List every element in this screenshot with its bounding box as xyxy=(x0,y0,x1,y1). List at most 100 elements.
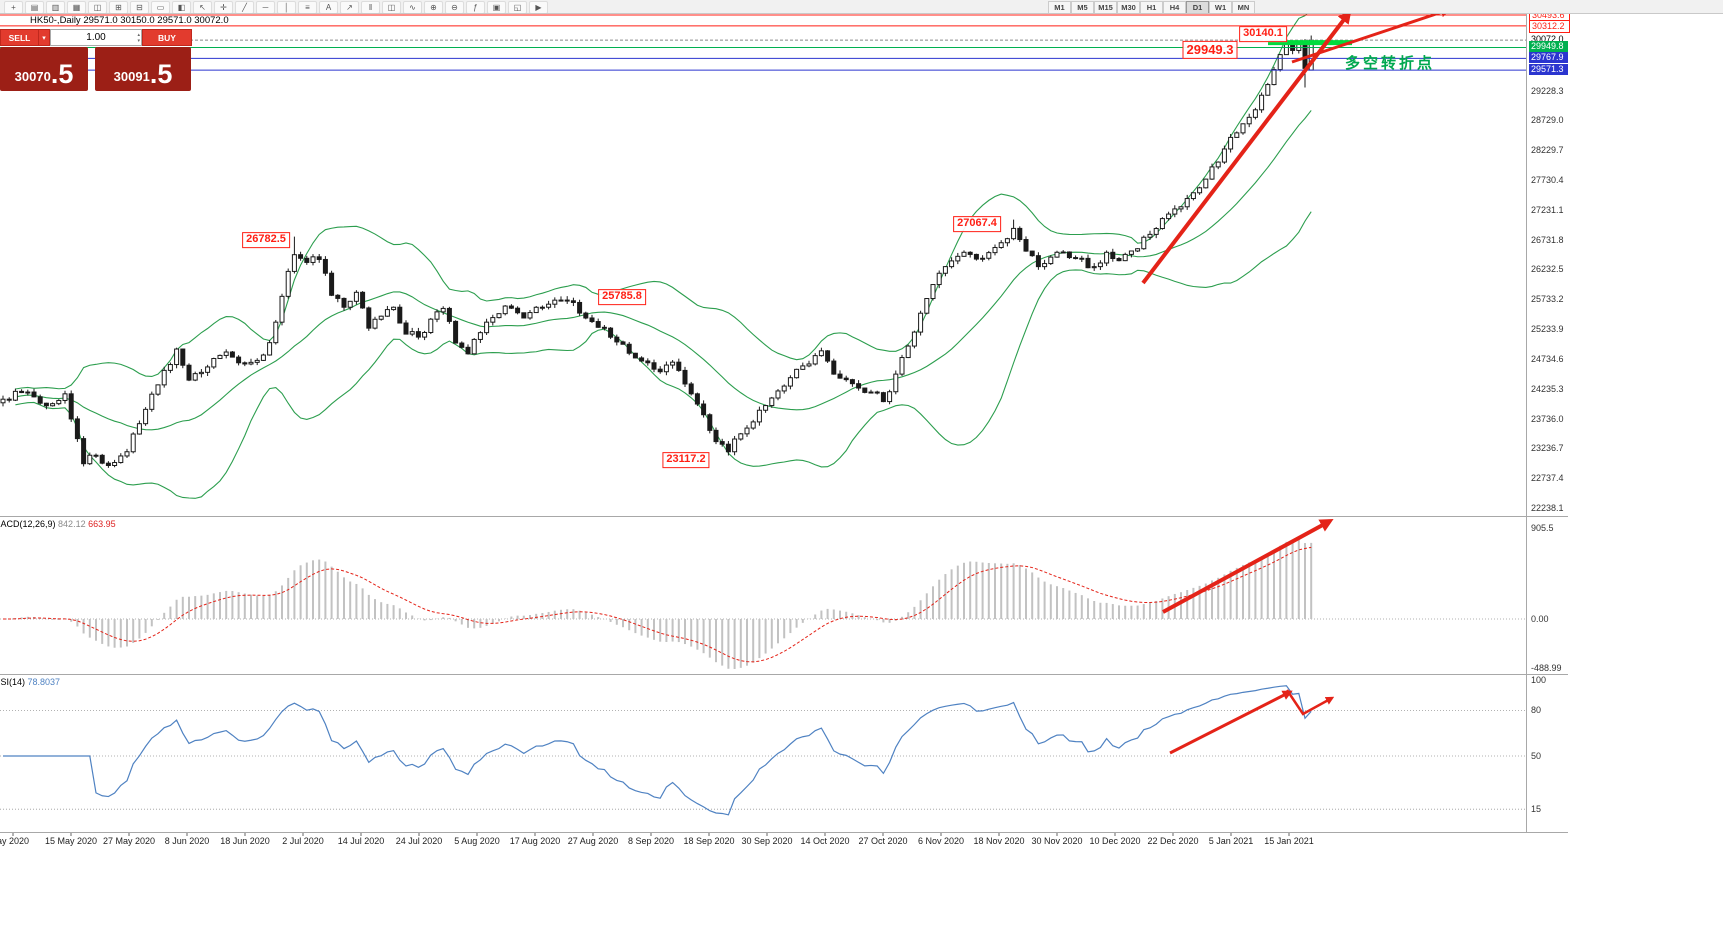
trend-arrow[interactable] xyxy=(1169,690,1293,755)
auto-trading-icon[interactable]: ▶ xyxy=(529,1,548,13)
trend-arrow[interactable] xyxy=(1141,9,1352,285)
candle-body xyxy=(298,254,304,259)
candlestick-icon[interactable]: ◫ xyxy=(382,1,401,13)
candle-body xyxy=(12,390,18,401)
trend-arrow[interactable] xyxy=(1162,519,1334,614)
sell-price-display[interactable]: 30070.5 xyxy=(0,47,88,91)
candle-body xyxy=(924,298,930,314)
candle-body xyxy=(998,242,1004,249)
candle-body xyxy=(515,307,521,314)
sell-button[interactable]: SELL xyxy=(0,29,39,46)
bull-bear-turning-point-annotation[interactable]: 多空转折点 xyxy=(1345,55,1436,72)
macd-signal-value: 663.95 xyxy=(88,519,116,529)
profiles-icon[interactable]: ▥ xyxy=(46,1,65,13)
candle-body xyxy=(1259,94,1265,111)
terminal-icon[interactable]: ⊟ xyxy=(130,1,149,13)
crosshair-icon[interactable]: ✛ xyxy=(214,1,233,13)
candle-body xyxy=(577,301,583,314)
timeframe-d1-button[interactable]: D1 xyxy=(1186,1,1209,13)
timeframe-mn-button[interactable]: MN xyxy=(1232,1,1255,13)
indicators-icon[interactable]: ƒ xyxy=(466,1,485,13)
timeframe-m1-button[interactable]: M1 xyxy=(1048,1,1071,13)
zoom-in-icon[interactable]: ⊕ xyxy=(424,1,443,13)
tile-windows-icon[interactable]: ◧ xyxy=(172,1,191,13)
candle-body xyxy=(434,311,440,320)
candle-body xyxy=(750,421,756,429)
zoom-out-icon[interactable]: ⊖ xyxy=(445,1,464,13)
candle-body xyxy=(192,373,198,381)
candle-body xyxy=(440,307,446,313)
fibonacci-icon[interactable]: ≡ xyxy=(298,1,317,13)
full-screen-icon[interactable]: ◱ xyxy=(508,1,527,13)
candle-body xyxy=(1172,208,1178,215)
timeframe-m5-button[interactable]: M5 xyxy=(1071,1,1094,13)
timeframe-m15-button[interactable]: M15 xyxy=(1094,1,1117,13)
arrows-icon[interactable]: ↗ xyxy=(340,1,359,13)
timeframe-h4-button[interactable]: H4 xyxy=(1163,1,1186,13)
new-chart-icon[interactable]: ▭ xyxy=(151,1,170,13)
candle-body xyxy=(1190,192,1196,200)
candle-body xyxy=(1240,123,1246,134)
order-type-dropdown-icon[interactable]: ▾ xyxy=(39,29,50,46)
text-label-icon[interactable]: A xyxy=(319,1,338,13)
candle-body xyxy=(657,368,663,373)
buy-price-display[interactable]: 30091.5 xyxy=(95,47,191,91)
line-chart-icon[interactable]: ∿ xyxy=(403,1,422,13)
macd-axis-label: 905.5 xyxy=(1531,522,1554,533)
date-label: ay 2020 xyxy=(0,836,30,846)
candle-body xyxy=(502,305,508,315)
candle-body xyxy=(1135,248,1141,252)
candle-body xyxy=(949,260,955,268)
candle-body xyxy=(384,309,390,317)
date-label: 22 Dec 2020 xyxy=(1147,836,1199,846)
macd-axis-label: 0.00 xyxy=(1531,614,1549,624)
candle-body xyxy=(422,331,428,338)
candle-body xyxy=(1066,251,1072,259)
timeframe-h1-button[interactable]: H1 xyxy=(1140,1,1163,13)
sell-price-main: 30070 xyxy=(14,69,51,84)
candle-body xyxy=(484,321,490,334)
candle-body xyxy=(453,320,459,344)
candle-body xyxy=(1178,206,1184,210)
candle-body xyxy=(707,414,713,431)
candle-body xyxy=(143,408,149,425)
volume-steppers[interactable]: ▴ ▾ xyxy=(137,32,140,44)
horizontal-line-icon[interactable]: ─ xyxy=(256,1,275,13)
candle-body xyxy=(1085,257,1091,269)
candle-body xyxy=(601,326,607,329)
candle-body xyxy=(787,377,793,387)
buy-button[interactable]: BUY xyxy=(142,29,192,46)
candle-body xyxy=(632,352,638,359)
candle-body xyxy=(68,393,74,420)
volume-value: 1.00 xyxy=(86,32,106,43)
vertical-line-icon[interactable]: │ xyxy=(277,1,296,13)
candle-body xyxy=(1228,136,1234,150)
new-order-icon[interactable]: + xyxy=(4,1,23,13)
stepper-down-icon[interactable]: ▾ xyxy=(137,38,140,44)
templates-icon[interactable]: ▣ xyxy=(487,1,506,13)
timeframe-w1-button[interactable]: W1 xyxy=(1209,1,1232,13)
date-label: 6 Nov 2020 xyxy=(917,836,965,846)
candle-body xyxy=(335,294,341,299)
candle-body xyxy=(614,336,620,343)
volume-input[interactable]: 1.00 ▴ ▾ xyxy=(50,29,142,46)
trendline-icon[interactable]: ╱ xyxy=(235,1,254,13)
stepper-up-icon[interactable]: ▴ xyxy=(137,32,140,38)
market-watch-icon[interactable]: ▦ xyxy=(67,1,86,13)
candle-body xyxy=(229,351,235,358)
candle-body xyxy=(99,454,105,464)
bollinger-lower-band xyxy=(15,211,1312,499)
data-window-icon[interactable]: ◫ xyxy=(88,1,107,13)
navigator-icon[interactable]: ⊞ xyxy=(109,1,128,13)
cursor-icon[interactable]: ↖ xyxy=(193,1,212,13)
trend-arrow[interactable] xyxy=(1291,7,1451,64)
time-axis-ticks xyxy=(12,833,1290,836)
trend-arrow[interactable] xyxy=(1285,689,1335,716)
timeframe-m30-button[interactable]: M30 xyxy=(1117,1,1140,13)
price-tag: 29767.9 xyxy=(1529,52,1568,64)
chart-window-icon[interactable]: ▤ xyxy=(25,1,44,13)
bar-chart-icon[interactable]: ‖ xyxy=(361,1,380,13)
